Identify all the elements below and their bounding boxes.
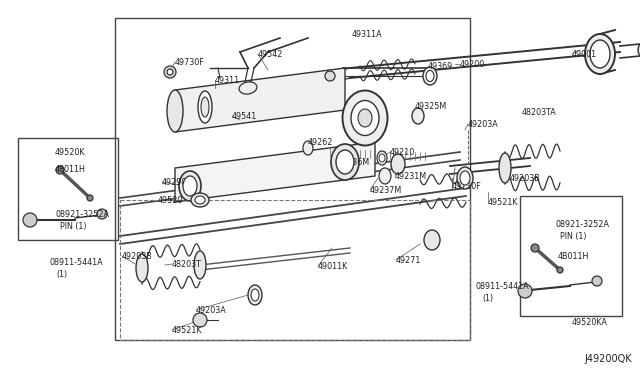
Text: 49369: 49369 xyxy=(428,62,453,71)
Text: 49200: 49200 xyxy=(460,60,485,69)
Text: 49541: 49541 xyxy=(232,112,257,121)
Text: 08921-3252A: 08921-3252A xyxy=(55,210,109,219)
Ellipse shape xyxy=(638,43,640,57)
Text: 49521K: 49521K xyxy=(172,326,202,335)
Text: 49236M: 49236M xyxy=(338,158,370,167)
Ellipse shape xyxy=(391,154,405,174)
Text: 49521K: 49521K xyxy=(488,198,518,207)
Text: 49520: 49520 xyxy=(158,196,184,205)
Ellipse shape xyxy=(239,82,257,94)
Text: 48203T: 48203T xyxy=(172,260,202,269)
Ellipse shape xyxy=(136,254,148,282)
Text: 49311: 49311 xyxy=(215,76,240,85)
Ellipse shape xyxy=(303,141,313,155)
Text: 49203A: 49203A xyxy=(468,120,499,129)
Text: 49298M: 49298M xyxy=(162,178,195,187)
Text: 49210: 49210 xyxy=(390,148,415,157)
Circle shape xyxy=(557,267,563,273)
Ellipse shape xyxy=(460,171,470,185)
Text: (1): (1) xyxy=(56,270,67,279)
Text: 49011K: 49011K xyxy=(318,262,348,271)
Ellipse shape xyxy=(201,97,209,117)
Text: 49325M: 49325M xyxy=(415,102,447,111)
Circle shape xyxy=(164,66,176,78)
Ellipse shape xyxy=(423,67,437,85)
Text: 49520K: 49520K xyxy=(55,148,86,157)
Text: 08911-5441A: 08911-5441A xyxy=(50,258,104,267)
Circle shape xyxy=(23,213,37,227)
Circle shape xyxy=(167,69,173,75)
Ellipse shape xyxy=(342,90,387,145)
Ellipse shape xyxy=(183,176,197,196)
Ellipse shape xyxy=(195,196,205,204)
Text: 49237M: 49237M xyxy=(370,186,403,195)
Text: 49542: 49542 xyxy=(258,50,284,59)
Ellipse shape xyxy=(179,171,201,201)
Ellipse shape xyxy=(590,40,610,68)
Text: 49271: 49271 xyxy=(396,256,421,265)
Bar xyxy=(520,196,622,316)
Ellipse shape xyxy=(198,91,212,123)
Text: 49730F: 49730F xyxy=(175,58,205,67)
Circle shape xyxy=(56,166,64,174)
Polygon shape xyxy=(175,142,375,202)
Ellipse shape xyxy=(251,289,259,301)
Ellipse shape xyxy=(377,151,387,165)
Bar xyxy=(120,200,470,340)
Circle shape xyxy=(518,284,532,298)
Text: 49730F: 49730F xyxy=(452,182,482,191)
Text: 49311A: 49311A xyxy=(352,30,383,39)
Text: J49200QK: J49200QK xyxy=(584,354,632,364)
Text: 49262: 49262 xyxy=(308,138,333,147)
Text: PIN (1): PIN (1) xyxy=(560,232,586,241)
Circle shape xyxy=(592,276,602,286)
Polygon shape xyxy=(175,68,345,132)
Bar xyxy=(18,138,118,240)
Ellipse shape xyxy=(457,167,473,189)
Text: 49203B: 49203B xyxy=(122,252,153,261)
Text: 49203B: 49203B xyxy=(510,174,541,183)
Ellipse shape xyxy=(331,144,359,180)
Ellipse shape xyxy=(194,251,206,279)
Text: 49231M: 49231M xyxy=(395,172,427,181)
Ellipse shape xyxy=(426,71,434,81)
Ellipse shape xyxy=(499,153,511,183)
Ellipse shape xyxy=(424,230,440,250)
Ellipse shape xyxy=(379,154,385,162)
Text: 49001: 49001 xyxy=(572,50,597,59)
Circle shape xyxy=(531,244,539,252)
Text: 49520KA: 49520KA xyxy=(572,318,608,327)
Text: 08911-5441A: 08911-5441A xyxy=(476,282,530,291)
Ellipse shape xyxy=(167,90,183,132)
Text: 4B011H: 4B011H xyxy=(558,252,589,261)
Ellipse shape xyxy=(191,193,209,207)
Text: PIN (1): PIN (1) xyxy=(60,222,86,231)
Circle shape xyxy=(87,195,93,201)
Text: 48203TA: 48203TA xyxy=(522,108,557,117)
Ellipse shape xyxy=(358,109,372,127)
Ellipse shape xyxy=(379,168,391,184)
Text: 49203A: 49203A xyxy=(196,306,227,315)
Ellipse shape xyxy=(248,285,262,305)
Circle shape xyxy=(325,71,335,81)
Text: (1): (1) xyxy=(482,294,493,303)
Circle shape xyxy=(193,313,207,327)
Text: 48011H: 48011H xyxy=(55,165,86,174)
Text: 08921-3252A: 08921-3252A xyxy=(556,220,610,229)
Bar xyxy=(115,18,470,340)
Ellipse shape xyxy=(351,100,379,135)
Ellipse shape xyxy=(585,34,615,74)
Ellipse shape xyxy=(336,150,354,174)
Ellipse shape xyxy=(412,108,424,124)
Circle shape xyxy=(97,209,107,219)
